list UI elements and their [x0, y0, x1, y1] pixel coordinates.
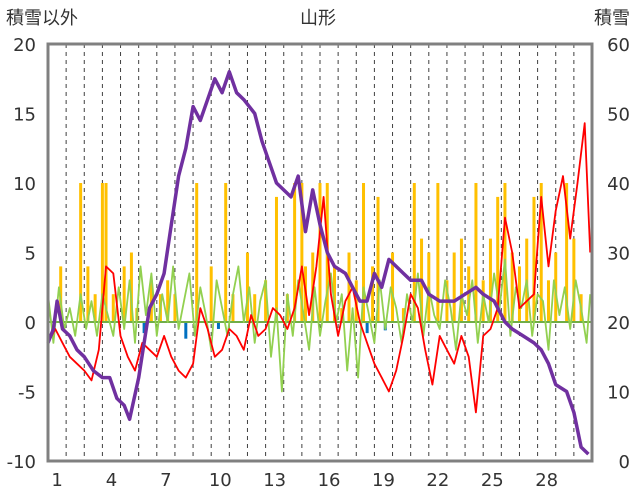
right-axis-tick-label: 10	[607, 383, 630, 404]
right-axis-tick-label: 30	[607, 244, 630, 265]
precip-bar	[401, 308, 405, 322]
precip-bar	[253, 294, 257, 322]
precip-bar	[142, 322, 146, 334]
x-axis-tick-label: 1	[51, 470, 62, 491]
precip-bar	[129, 252, 133, 322]
precip-bar	[318, 183, 322, 322]
precip-bar	[436, 183, 440, 322]
x-axis-tick-label: 25	[481, 470, 504, 491]
precip-bar	[467, 266, 471, 322]
x-axis-tick-label: 16	[318, 470, 341, 491]
precip-bar	[572, 238, 576, 322]
precip-bar	[173, 294, 177, 322]
precip-bar	[362, 183, 366, 322]
precip-bar	[333, 266, 337, 322]
x-axis-tick-label: 4	[106, 470, 117, 491]
precip-bar	[496, 196, 500, 322]
precip-bar	[231, 294, 235, 322]
right-axis-ticks: 60 50 40 30 20 10 0	[607, 35, 630, 473]
precip-bar	[86, 266, 90, 322]
precip-bar	[300, 183, 304, 322]
precip-bar	[184, 322, 188, 339]
precip-bar	[347, 252, 351, 322]
left-axis-tick-label: 20	[13, 35, 36, 56]
precip-bar	[565, 183, 569, 322]
snow-depth-series-line	[46, 70, 590, 456]
precip-bar	[546, 280, 550, 322]
precip-bar	[412, 183, 416, 322]
precip-bar	[224, 183, 228, 322]
precip-bar	[209, 266, 213, 322]
precip-bar	[452, 252, 456, 322]
left-axis-tick-label: 0	[25, 313, 36, 334]
precip-bar	[79, 183, 83, 322]
precip-bar	[104, 183, 108, 322]
precip-bar	[459, 238, 463, 322]
x-axis-tick-label: 28	[535, 470, 558, 491]
temperature-series-line	[47, 122, 592, 414]
x-axis-tick-label: 19	[372, 470, 395, 491]
precip-bar	[510, 252, 514, 322]
precip-bar	[245, 252, 249, 322]
right-axis-tick-label: 40	[607, 174, 630, 195]
precip-bar	[391, 252, 395, 322]
right-axis-tick-label: 0	[619, 452, 630, 473]
precip-bar	[274, 196, 278, 322]
x-axis-tick-label: 13	[263, 470, 286, 491]
right-axis-tick-label: 60	[607, 35, 630, 56]
precip-bar	[100, 183, 104, 322]
precip-bar	[474, 183, 478, 322]
x-axis-tick-label: 10	[209, 470, 232, 491]
left-axis-tick-label: 10	[13, 174, 36, 195]
right-axis-tick-label: 20	[607, 313, 630, 334]
chart-title: 山形	[300, 8, 336, 29]
left-axis-ticks: 20 15 10 5 0 -5 -10	[7, 35, 36, 473]
precip-bar	[539, 183, 543, 322]
precip-bar	[365, 322, 369, 334]
precip-bar	[264, 280, 268, 322]
wind-series-line	[47, 258, 592, 393]
precip-bar	[122, 266, 126, 322]
precip-bar	[293, 183, 297, 322]
left-axis-tick-label: 5	[25, 244, 36, 265]
precip-bar	[503, 183, 507, 322]
x-axis-tick-label: 7	[160, 470, 171, 491]
precip-bar	[371, 266, 375, 322]
precip-bar	[216, 322, 220, 329]
precip-bar	[517, 266, 521, 322]
precip-bar	[532, 196, 536, 322]
left-axis-title: 積雪以外	[6, 8, 78, 29]
precip-bar	[93, 294, 97, 322]
x-axis-tick-label: 22	[426, 470, 449, 491]
left-axis-tick-label: 15	[13, 105, 36, 126]
x-axis-ticks: 1 4 7 10 13 16 19 22 25 28	[51, 470, 558, 491]
precip-bar	[111, 294, 115, 322]
left-axis-tick-label: -5	[18, 383, 36, 404]
precip-bar	[488, 238, 492, 322]
right-axis-title: 積雪	[594, 8, 630, 29]
precip-bar	[166, 280, 170, 322]
plot-frame	[46, 42, 594, 463]
precip-bar	[195, 183, 199, 322]
left-axis-tick-label: -10	[7, 452, 36, 473]
right-axis-tick-label: 50	[607, 105, 630, 126]
precip-bar	[376, 196, 380, 322]
